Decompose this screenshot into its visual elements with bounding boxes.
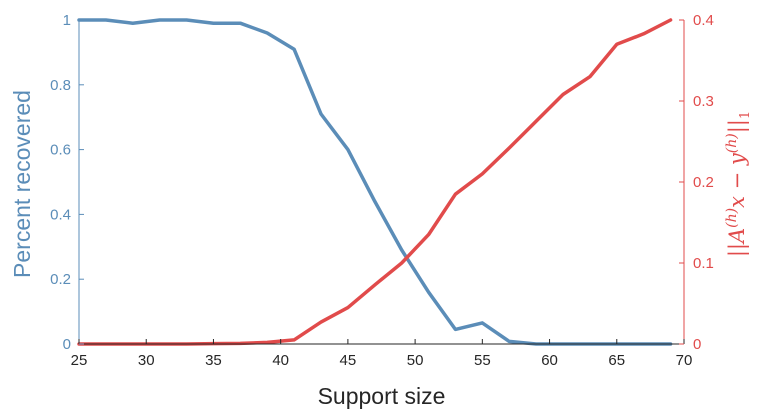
right-label-middle: x − y xyxy=(725,152,749,208)
percent-recovered-line xyxy=(77,18,673,346)
x-tick-label: 40 xyxy=(272,352,289,369)
right-y-tick-label: 0.4 xyxy=(693,12,714,29)
right-label-subscript: 1 xyxy=(738,111,753,119)
x-tick-label: 70 xyxy=(676,352,693,369)
right-label-prefix: ||A xyxy=(725,228,750,257)
axes-layer xyxy=(78,20,685,345)
right-label-superscript-2: (h) xyxy=(724,133,740,153)
left-y-tick-label: 1 xyxy=(63,12,71,29)
left-y-tick-label: 0.6 xyxy=(50,142,71,159)
right-label-superscript-1: (h) xyxy=(724,208,740,228)
x-tick-label: 55 xyxy=(474,352,491,369)
left-y-tick-label: 0.2 xyxy=(50,271,71,288)
left-y-axis-label: Percent recovered xyxy=(9,90,35,278)
x-tick-label: 35 xyxy=(205,352,222,369)
x-tick-label: 60 xyxy=(541,352,558,369)
right-y-tick-label: 0.3 xyxy=(693,93,714,110)
left-y-tick-label: 0.4 xyxy=(50,206,71,223)
residual-norm-line xyxy=(77,18,673,346)
right-label-suffix: || xyxy=(725,119,750,133)
x-tick-label: 25 xyxy=(71,352,88,369)
x-tick-label: 65 xyxy=(608,352,625,369)
left-y-tick-label: 0 xyxy=(63,336,71,353)
right-y-tick-label: 0 xyxy=(693,336,701,353)
right-y-tick-label: 0.2 xyxy=(693,174,714,191)
left-y-tick-label: 0.8 xyxy=(50,77,71,94)
x-axis-label: Support size xyxy=(318,383,446,409)
x-tick-label: 50 xyxy=(407,352,424,369)
right-y-tick-label: 0.1 xyxy=(693,255,714,272)
x-tick-label: 30 xyxy=(138,352,155,369)
right-y-axis-label: ||A(h)x − y(h)||1 xyxy=(724,111,753,257)
series-layer xyxy=(77,18,673,346)
ticks-layer: 25 30 35 40 45 50 55 60 65 7000.20.40.60.8100.10.… xyxy=(50,12,714,369)
x-tick-label: 45 xyxy=(340,352,357,369)
